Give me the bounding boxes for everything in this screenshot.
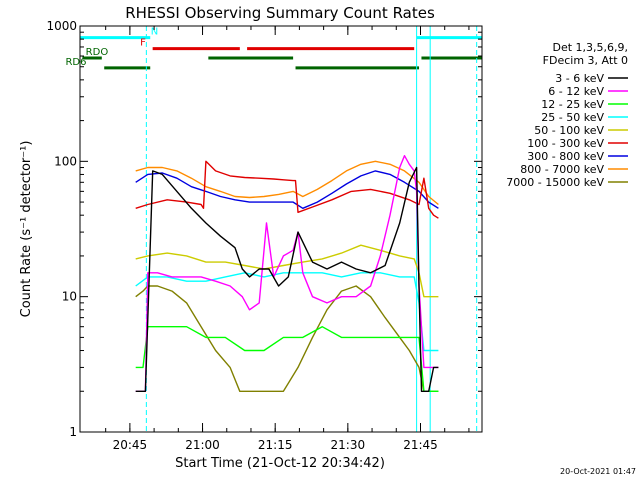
legend-label-2: 12 - 25 keV [541,98,604,111]
series-line-4 [135,244,439,298]
x-axis-label: Start Time (21-Oct-12 20:34:42) [175,456,385,471]
y-tick-label-1: 10 [62,290,77,304]
chart-title: RHESSI Observing Summary Count Rates [125,4,435,22]
series-line-1 [135,154,439,392]
x-tick-label-4: 21:45 [403,438,438,452]
x-tick-label-0: 20:45 [113,438,148,452]
flag-label-n: N [151,27,158,38]
legend-label-1: 6 - 12 keV [548,85,604,98]
y-tick-label-0: 1 [69,425,77,439]
series-line-7 [135,160,439,206]
series-line-2 [135,326,439,392]
plot-frame [79,25,483,433]
legend-label-7: 800 - 7000 keV [520,163,604,176]
x-tick-label-2: 21:15 [258,438,293,452]
x-tick-label-1: 21:00 [185,438,220,452]
legend-label-6: 300 - 800 keV [527,150,604,163]
legend-label-5: 100 - 300 keV [527,137,604,150]
legend: Det 1,3,5,6,9, FDecim 3, Att 0 3 - 6 keV… [506,41,628,189]
y-tick-label-2: 100 [54,154,77,168]
flag-label-rdo: RDO [86,47,109,58]
legend-header-line-2: FDecim 3, Att 0 [543,54,628,67]
flag-label-f: F [140,38,146,49]
flag-label-rd6: RD6 [65,57,86,68]
series-line-5 [135,160,439,219]
legend-label-8: 7000 - 15000 keV [506,176,604,189]
y-axis-label: Count Rate (s⁻¹ detector⁻¹) [19,141,34,318]
x-tick-label-3: 21:30 [331,438,366,452]
axes: 1 10 100 1000 20:45 21:00 21:15 21:30 21:45 [46,19,482,452]
series-line-8 [135,285,439,392]
legend-label-4: 50 - 100 keV [534,124,604,137]
series-line-3 [135,272,439,352]
legend-label-0: 3 - 6 keV [555,72,604,85]
legend-header-line-1: Det 1,3,5,6,9, [552,41,628,54]
series-line-6 [135,170,439,210]
legend-label-3: 25 - 50 keV [541,111,604,124]
timestamp: 20-Oct-2021 01:47 [560,467,636,476]
series-line-0 [135,166,439,392]
y-tick-label-3: 1000 [46,19,77,33]
